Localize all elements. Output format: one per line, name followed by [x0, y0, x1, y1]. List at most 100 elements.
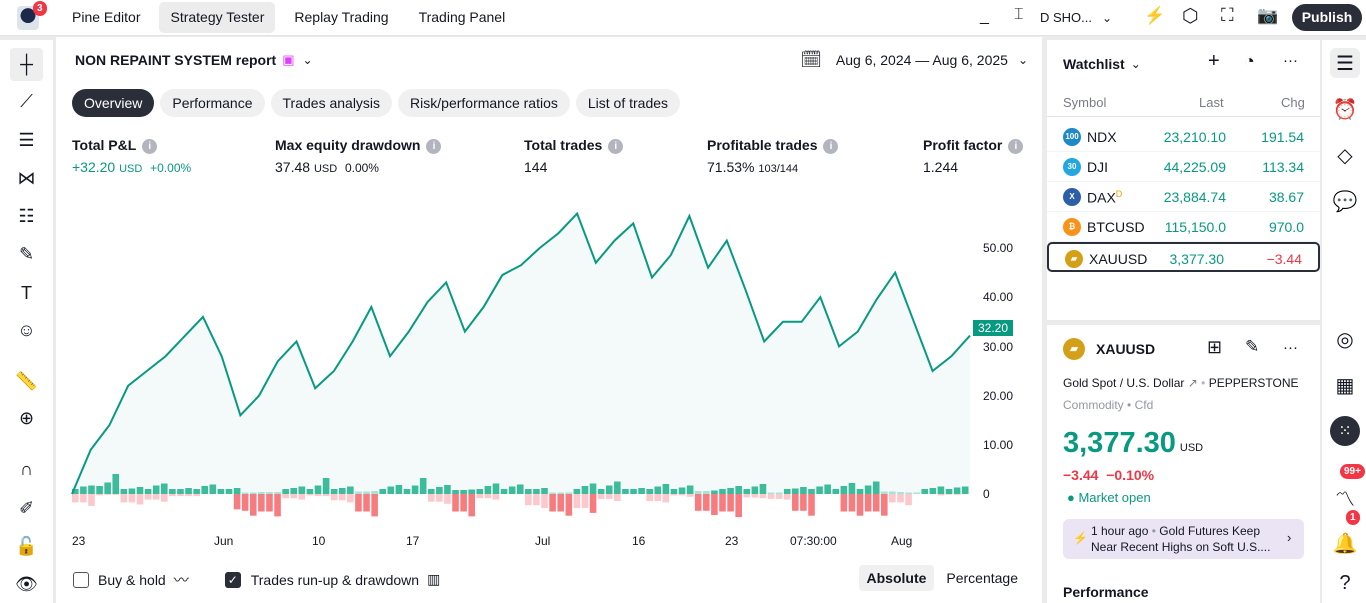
text-icon[interactable]: T — [21, 283, 32, 303]
detail-currency: USD — [1179, 442, 1204, 454]
tab-list-of-trades[interactable]: List of trades — [575, 89, 681, 117]
symbol-selector[interactable]: D SHO... — [1040, 10, 1093, 25]
row-chg: −3.44 — [1266, 251, 1302, 267]
runup-bar — [379, 489, 387, 494]
watchlist-panel: Watchlist ⌄ + ◔ ··· Symbol Last Chg 100 … — [1047, 40, 1320, 320]
runup-bar — [460, 490, 467, 494]
news-item[interactable]: ⚡ 1 hour ago • Gold Futures Keep Near Re… — [1063, 519, 1304, 559]
tab-overview[interactable]: Overview — [72, 89, 155, 117]
watchlist-icon[interactable]: ☰ — [1330, 48, 1360, 78]
fullscreen-icon[interactable]: ⛶ — [1221, 5, 1234, 25]
crosshair-icon[interactable]: ┼ — [10, 48, 43, 81]
equity-chart[interactable] — [56, 37, 1042, 537]
info-icon[interactable]: i — [142, 139, 158, 154]
tab-risk-ratios[interactable]: Risk/performance ratios — [398, 89, 570, 117]
buy-hold-checkbox[interactable] — [73, 571, 89, 588]
more-icon[interactable]: ··· — [1283, 52, 1298, 69]
drawdown-bar — [953, 494, 961, 495]
x-tick: Aug — [891, 534, 913, 548]
drawdown-bar — [686, 494, 694, 497]
pattern-icon[interactable]: ⋈ — [17, 168, 36, 188]
emoji-icon[interactable]: ☺ — [17, 320, 36, 340]
camera-icon[interactable]: 📷 — [1257, 6, 1279, 25]
report-menu-chevron-icon[interactable]: ⌄ — [302, 53, 313, 67]
drawdown-bar — [775, 494, 783, 499]
runup-bar — [800, 487, 807, 494]
quick-search-icon[interactable]: ⚡ — [1144, 6, 1166, 25]
runup-bar — [436, 487, 443, 494]
alarm-icon[interactable]: ⏰ — [1332, 98, 1358, 121]
runup-bar — [387, 486, 395, 494]
chevron-down-icon[interactable]: ⌄ — [1102, 10, 1113, 25]
tab-strategy-tester[interactable]: Strategy Tester — [159, 2, 276, 33]
target-icon[interactable]: ◎ — [1336, 328, 1354, 351]
col-last[interactable]: Last — [1199, 95, 1224, 110]
drawdown-bar — [727, 494, 734, 512]
runup-checkbox[interactable]: ✓ — [224, 571, 241, 588]
watchlist-row[interactable]: ₿ BTCUSD 115,150.0 970.0 — [1047, 212, 1320, 242]
calendar-icon[interactable]: ▦ — [1335, 374, 1355, 397]
layers-icon[interactable]: ◇ — [1337, 144, 1353, 167]
drawdown-bar — [525, 494, 532, 506]
bell-icon[interactable]: 🔔 — [1332, 532, 1358, 555]
col-chg[interactable]: Chg — [1281, 95, 1305, 110]
tab-trading-panel[interactable]: Trading Panel — [418, 9, 506, 25]
runup-bar — [355, 491, 362, 494]
bar-chart-icon: ▥ — [427, 571, 441, 587]
lock-drawing-icon[interactable]: ✐ — [18, 498, 35, 518]
tab-replay-trading[interactable]: Replay Trading — [294, 9, 389, 25]
info-icon[interactable]: i — [608, 139, 624, 154]
absolute-toggle[interactable]: Absolute — [858, 565, 935, 591]
tab-trades-analysis[interactable]: Trades analysis — [270, 89, 393, 117]
drawdown-bar — [144, 494, 152, 500]
info-icon[interactable]: i — [823, 139, 839, 154]
info-icon[interactable]: i — [426, 139, 442, 154]
chat-icon[interactable]: 💬 — [1332, 190, 1358, 213]
trend-line-icon[interactable]: ⟋ — [20, 91, 33, 111]
runup-bar — [808, 489, 815, 494]
date-chevron-icon[interactable]: ⌄ — [1017, 53, 1028, 67]
runup-bar — [177, 489, 184, 494]
watchlist-row[interactable]: 30 DJI 44,225.09 113.34 — [1047, 152, 1320, 182]
grid-icon[interactable]: ⊞ — [1207, 337, 1223, 357]
tab-performance[interactable]: Performance — [160, 89, 265, 117]
col-symbol[interactable]: Symbol — [1063, 95, 1107, 110]
drawdown-bar — [703, 494, 710, 511]
total-trades-value: 144 — [524, 159, 548, 175]
ideas-stream-icon[interactable]: 〽 — [1335, 488, 1355, 511]
lock-icon[interactable]: 🔓 — [15, 536, 38, 556]
percentage-toggle[interactable]: Percentage — [946, 570, 1018, 586]
metric-label: Total P&L i — [72, 137, 158, 154]
add-symbol-icon[interactable]: + — [1208, 50, 1220, 72]
watchlist-row[interactable]: 100 NDX 23,210.10 191.54 — [1047, 122, 1320, 152]
date-range-selector[interactable]: Aug 6, 2024 — Aug 6, 2025 — [835, 52, 1008, 68]
watchlist-row[interactable]: ▰ XAUUSD 3,377.30 −3.44 — [1047, 242, 1320, 272]
drawdown-bar — [905, 494, 912, 506]
projection-icon[interactable]: ☷ — [18, 206, 35, 226]
drawdown-bar — [808, 494, 815, 516]
apps-icon[interactable]: ⁙ — [1330, 416, 1360, 446]
settings-icon[interactable]: ⬡ — [1182, 6, 1199, 27]
more-icon[interactable]: ··· — [1283, 339, 1298, 356]
drawdown-bar — [169, 494, 176, 497]
drawdown-bar — [573, 494, 581, 508]
runup-bar — [533, 489, 540, 494]
chevron-down-icon[interactable]: ⌄ — [1130, 57, 1141, 71]
publish-button[interactable]: Publish — [1292, 4, 1362, 31]
ruler-icon[interactable]: 📏 — [15, 371, 38, 391]
watchlist-row[interactable]: X DAXD 23,884.74 38.67 — [1047, 182, 1320, 212]
maximize-panel-icon[interactable]: ⌶ — [1014, 6, 1024, 23]
brush-icon[interactable]: ✎ — [18, 244, 35, 264]
advanced-view-icon[interactable]: ◔ — [1244, 51, 1255, 71]
fib-icon[interactable]: ☰ — [18, 130, 35, 150]
info-icon[interactable]: i — [1008, 139, 1024, 154]
help-icon[interactable]: ? — [1339, 571, 1351, 594]
calendar-icon[interactable]: 🗓 — [800, 50, 822, 69]
minimize-icon[interactable]: _ — [980, 8, 989, 25]
edit-icon[interactable]: ✎ — [1245, 337, 1260, 356]
watchlist-title[interactable]: Watchlist — [1063, 56, 1125, 72]
eye-icon[interactable]: 👁 — [15, 574, 38, 594]
magnet-icon[interactable]: ∩ — [20, 459, 33, 479]
tab-pine-editor[interactable]: Pine Editor — [72, 9, 141, 25]
zoom-in-icon[interactable]: ⊕ — [18, 408, 35, 428]
